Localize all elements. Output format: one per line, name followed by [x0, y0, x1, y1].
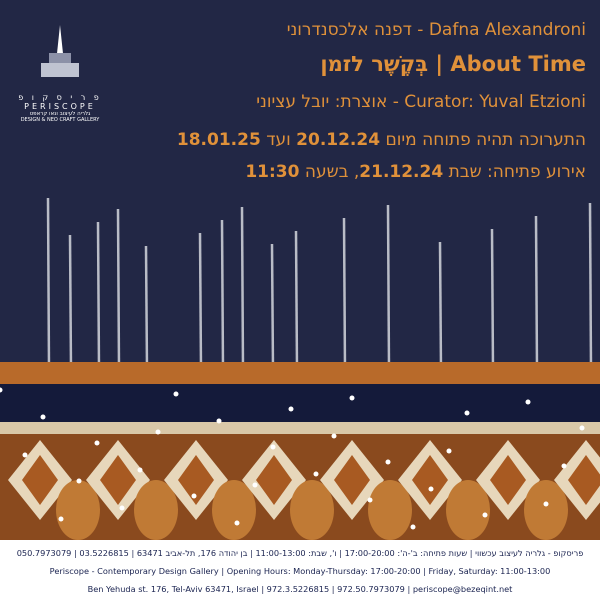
art-shape [173, 391, 179, 397]
art-shape [342, 217, 347, 371]
art-shape [270, 243, 275, 371]
title: About Time | בְּקֶשֶׁר לזמן [320, 52, 586, 76]
art-shape [428, 486, 434, 492]
art-shape [349, 395, 355, 401]
art-shape [22, 455, 58, 505]
opening: אירוע פתיחה: שבת 21.12.24, בשעה 11:30 [245, 162, 586, 182]
art-shape [385, 459, 391, 465]
art-shape [119, 505, 125, 511]
art-shape [0, 387, 3, 393]
art-shape [490, 228, 495, 371]
text: , בשעה [304, 162, 360, 182]
art-shape [0, 422, 600, 434]
art-shape [76, 478, 82, 484]
art-shape [490, 455, 526, 505]
art-shape [94, 440, 100, 446]
art-shape [234, 520, 240, 526]
art-shape [290, 480, 334, 540]
art-shape [525, 399, 531, 405]
art-shape [22, 452, 28, 458]
art-shape [252, 482, 258, 488]
art-shape [410, 524, 416, 530]
art-shape [288, 406, 294, 412]
art-shape [534, 215, 539, 371]
art-shape [368, 480, 412, 540]
art-shape [134, 480, 178, 540]
art-shape [561, 463, 567, 469]
time: 11:30 [245, 162, 300, 182]
logo-tagline: גלריה לעיצוב ונאו קראפט [29, 111, 91, 117]
art-shape [334, 455, 370, 505]
art-shape [56, 480, 100, 540]
art-shape [367, 497, 373, 503]
art-shape [155, 429, 161, 435]
art-shape [212, 480, 256, 540]
date: 21.12.24 [359, 162, 444, 182]
art-shape [220, 219, 225, 371]
art-shape [58, 516, 64, 522]
logo: פ ר י ס ק ו פ PERISCOPE גלריה לעיצוב ונא… [10, 25, 110, 123]
art-shape [116, 208, 121, 371]
art-shape [579, 425, 585, 431]
date: 18.01.25 [176, 130, 261, 150]
dates: התערוכה תהיה פתוחה מיום 20.12.24 ועד 18.… [177, 130, 586, 150]
text: אירוע פתיחה: שבת [448, 162, 586, 182]
art-shape [412, 455, 448, 505]
art-shape [331, 433, 337, 439]
footer-address: Ben Yehuda st. 176, Tel-Aviv 63471, Isra… [87, 584, 513, 594]
text: ועד [266, 130, 291, 150]
art-shape [588, 202, 593, 371]
art-shape [178, 455, 214, 505]
art-shape [96, 221, 101, 371]
text: התערוכה תהיה פתוחה מיום [385, 130, 586, 150]
logo-tagline: DESIGN & NEO CRAFT GALLERY [20, 117, 100, 123]
art-shape [482, 512, 488, 518]
art-shape [270, 444, 276, 450]
art-shape [100, 455, 136, 505]
logo-icon [41, 25, 79, 77]
art-shape [198, 232, 203, 371]
art-shape [446, 448, 452, 454]
art-shape [0, 362, 600, 384]
art-shape [216, 418, 222, 424]
artist: Dafna Alexandroni - דפנה אלכסנדרוני [286, 20, 586, 40]
art-shape [313, 471, 319, 477]
art-shape [446, 480, 490, 540]
art-shape [240, 206, 245, 371]
art-shape [464, 410, 470, 416]
art-shape [68, 234, 73, 371]
artwork [0, 197, 600, 540]
footer-english: Periscope - Contemporary Design Gallery … [49, 566, 551, 576]
footer: פריסקופ - גלריה לעיצוב עכשווי | שעות פתי… [0, 540, 600, 600]
art-shape [438, 241, 443, 371]
art-shape [543, 501, 549, 507]
art-shape [524, 480, 568, 540]
logo-hebrew: פ ר י ס ק ו פ [18, 93, 102, 102]
art-shape [386, 204, 391, 371]
art-shape [137, 467, 143, 473]
date: 20.12.24 [296, 130, 381, 150]
art-shape [0, 384, 600, 424]
art-shape [568, 455, 600, 505]
art-shape [294, 230, 299, 371]
art-shape [256, 455, 292, 505]
art-shape [191, 493, 197, 499]
logo-english: PERISCOPE [24, 102, 96, 111]
footer-hebrew: פריסקופ - גלריה לעיצוב עכשווי | שעות פתי… [16, 548, 584, 558]
art-shape [40, 414, 46, 420]
art-shape [144, 245, 149, 371]
curator: Curator: Yuval Etzioni - אוצרת: יובל עצי… [256, 92, 586, 112]
art-shape [46, 197, 51, 371]
